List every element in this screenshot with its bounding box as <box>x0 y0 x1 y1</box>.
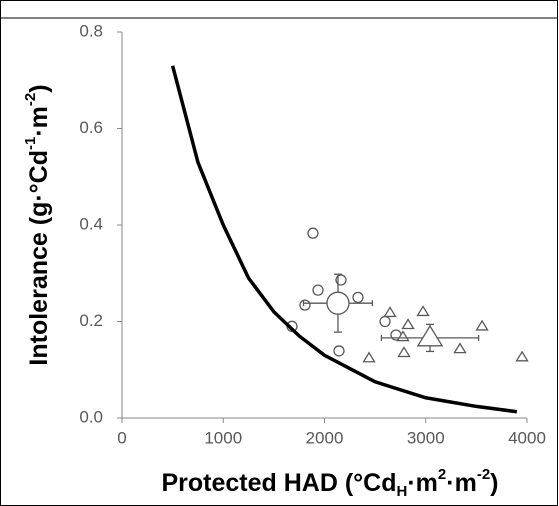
y-axis-label: Intolerance (g·°Cd-1·m-2) <box>22 84 52 365</box>
x-tick-label: 4000 <box>508 428 546 447</box>
curve <box>170 65 518 414</box>
x-tick-label: 0 <box>117 428 126 447</box>
label-part: ·m <box>25 106 53 137</box>
y-tick-label: 0.6 <box>79 118 103 137</box>
y-tick-label: 0.4 <box>79 214 103 233</box>
label-part: 2 <box>438 466 446 483</box>
triangle-point <box>397 346 411 358</box>
circle-point <box>326 291 350 315</box>
x-tick-label: 3000 <box>407 428 445 447</box>
triangle-point <box>401 318 415 330</box>
label-part: ·m <box>446 469 477 497</box>
label-part: ·m <box>407 469 438 497</box>
x-tick-label: 1000 <box>204 428 242 447</box>
label-part: -1 <box>22 137 39 150</box>
label-part: H <box>397 483 408 500</box>
triangle-point <box>383 306 397 318</box>
y-tick-label: 0.0 <box>79 407 103 426</box>
circle-point <box>379 315 391 328</box>
circle-point <box>333 345 345 357</box>
label-part: -2 <box>477 466 490 483</box>
label-part: Protected HAD (°Cd <box>162 469 397 497</box>
triangle-point <box>362 351 376 363</box>
label-part: ) <box>25 84 53 92</box>
triangle-point <box>416 305 430 317</box>
label-part: -2 <box>22 93 39 106</box>
triangle-point <box>475 319 489 331</box>
y-tick-label: 0.2 <box>79 311 103 330</box>
x-tick-label: 2000 <box>306 428 344 447</box>
circle-point <box>307 227 319 239</box>
label-part: ) <box>490 469 498 497</box>
label-part: Intolerance (g·°Cd <box>25 150 53 366</box>
circle-point <box>312 284 324 296</box>
triangle-point <box>416 324 444 347</box>
triangle-point <box>515 350 529 362</box>
y-tick-label: 0.8 <box>79 21 103 40</box>
circle-point <box>299 299 311 311</box>
circle-point <box>352 291 364 304</box>
triangle-point <box>453 342 467 354</box>
x-axis-label: Protected HAD (°CdH·m2·m-2) <box>162 466 499 500</box>
